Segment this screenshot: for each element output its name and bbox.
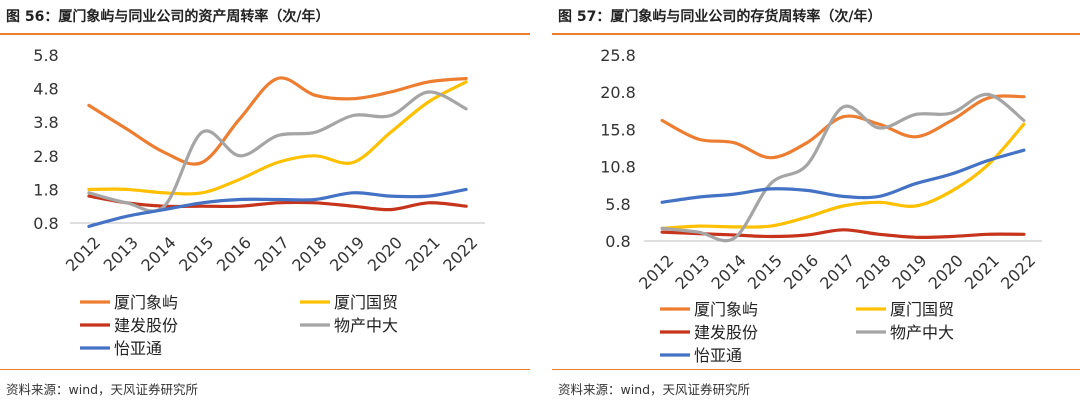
figure-title: 图 56：厦门象屿与同业公司的资产周转率（次/年） (6, 9, 330, 25)
legend-label: 厦门象屿 (114, 293, 178, 312)
x-tick-label: 2022 (439, 233, 481, 275)
legend-label: 厦门国贸 (334, 293, 398, 312)
series-line (660, 122, 1026, 230)
y-tick-label: 4.8 (33, 80, 58, 99)
y-tick-label: 2.8 (33, 147, 58, 166)
y-tick-label: 20.8 (600, 83, 636, 102)
series-line (87, 90, 468, 213)
figure-57: 图 57：厦门象屿与同业公司的存货周转率（次/年） 25.8 20.8 15.8 10… (552, 0, 1080, 406)
y-tick-label: 15.8 (600, 120, 636, 139)
x-tick-label: 2016 (780, 251, 822, 293)
series-line (660, 148, 1026, 204)
x-tick-label: 2017 (816, 251, 858, 293)
x-tick-label: 2013 (671, 251, 713, 293)
y-tick-label: 0.8 (33, 214, 58, 233)
legend-label: 建发股份 (694, 323, 758, 342)
x-tick-label: 2018 (852, 251, 894, 293)
title-divider (0, 33, 530, 35)
legend-label: 怡亚通 (694, 346, 742, 365)
series-line (660, 228, 1026, 240)
x-tick-label: 2014 (708, 251, 750, 293)
y-tick-label: 0.8 (605, 232, 630, 251)
inventory-turnover-chart: 25.820.815.810.85.80.8201220132014201520… (600, 46, 1042, 365)
x-tick-label: 2021 (961, 251, 1003, 293)
x-tick-label: 2020 (925, 251, 967, 293)
source-note: 资料来源：wind，天风证券研究所 (558, 382, 751, 397)
y-tick-label: 5.8 (33, 46, 58, 65)
asset-turnover-chart: 5.84.83.82.81.80.82012201320142015201620… (33, 46, 485, 358)
legend-label: 物产中大 (334, 316, 398, 335)
source-note: 资料来源：wind，天风证券研究所 (6, 382, 199, 397)
series-line (87, 187, 468, 228)
series-line (660, 94, 1026, 160)
legend-label: 建发股份 (114, 316, 178, 335)
y-tick-label: 25.8 (600, 46, 636, 65)
y-tick-label: 5.8 (605, 195, 630, 214)
x-tick-label: 2013 (100, 233, 142, 275)
title-divider (552, 33, 1080, 35)
source-divider (0, 369, 530, 370)
legend-label: 厦门国贸 (890, 300, 954, 319)
legend-label: 厦门象屿 (694, 300, 758, 319)
legend-label: 怡亚通 (114, 339, 162, 358)
x-tick-label: 2015 (744, 251, 786, 293)
figure-56: 图 56：厦门象屿与同业公司的资产周转率（次/年） 5.8 4.8 3.8 2.8 1.… (0, 0, 530, 406)
y-tick-label: 10.8 (600, 158, 636, 177)
x-tick-label: 2018 (288, 233, 330, 275)
series-line (660, 92, 1026, 243)
series-line (87, 76, 468, 166)
figure-title: 图 57：厦门象屿与同业公司的存货周转率（次/年） (558, 9, 882, 25)
x-tick-label: 2014 (137, 233, 179, 275)
x-tick-label: 2021 (401, 233, 443, 275)
y-tick-label: 1.8 (33, 180, 58, 199)
x-tick-label: 2012 (62, 233, 104, 275)
source-divider (552, 369, 1080, 370)
x-tick-label: 2012 (635, 251, 677, 293)
series-line (87, 194, 468, 212)
series-line (87, 80, 468, 196)
x-tick-label: 2017 (251, 233, 293, 275)
x-tick-label: 2019 (888, 251, 930, 293)
x-tick-label: 2016 (213, 233, 255, 275)
x-tick-label: 2019 (326, 233, 368, 275)
legend-label: 物产中大 (890, 323, 954, 342)
x-tick-label: 2015 (175, 233, 217, 275)
y-tick-label: 3.8 (33, 113, 58, 132)
x-tick-label: 2022 (997, 251, 1039, 293)
x-tick-label: 2020 (364, 233, 406, 275)
